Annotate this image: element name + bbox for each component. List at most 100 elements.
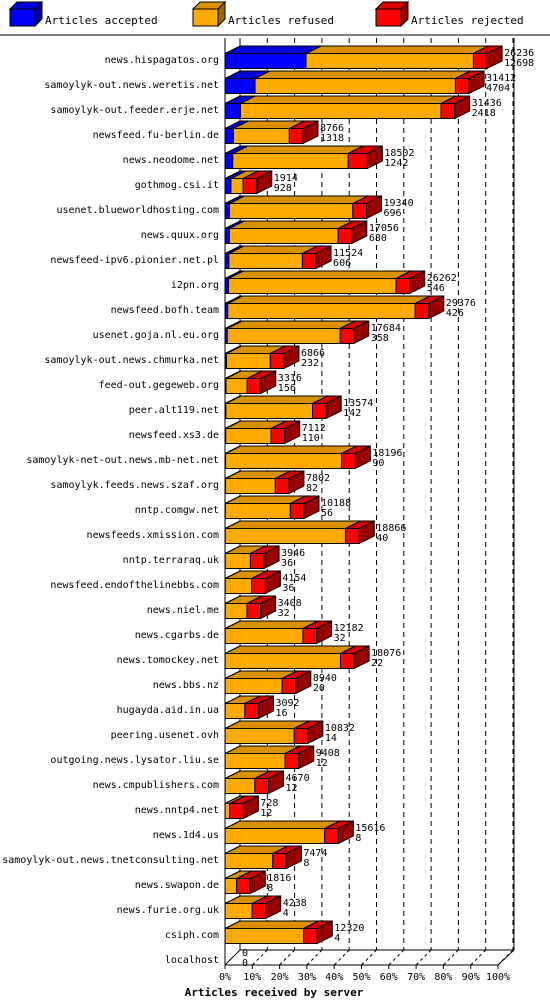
category-label: news.cmpublishers.com: [93, 780, 219, 791]
bar-rejected: [229, 803, 244, 819]
bar-group: [224, 695, 274, 720]
bar-refused: [224, 653, 341, 669]
accepted-label: 40: [376, 533, 388, 544]
bar-refused-top: [224, 920, 319, 929]
bar-group: [224, 145, 383, 170]
accepted-label: 20: [313, 683, 325, 694]
category-label: nntp.terraraq.uk: [123, 555, 219, 566]
accepted-label: 82: [306, 483, 318, 494]
category-label: news.niel.me: [147, 605, 219, 616]
accepted-label: 680: [369, 233, 387, 244]
offered-label: 19340: [383, 198, 413, 209]
category-label: news.neodome.net: [123, 155, 219, 166]
category-label: news.quux.org: [141, 230, 219, 241]
legend-item: Articles refused: [191, 0, 334, 28]
bar-end: [298, 745, 315, 770]
bar-group: [224, 520, 375, 545]
bar-refused-top: [224, 620, 319, 629]
offered-label: 11524: [333, 248, 363, 259]
bar-refused: [228, 203, 354, 219]
accepted-label: 1242: [384, 158, 408, 169]
bar-rejected: [414, 303, 430, 319]
bar-end: [307, 720, 324, 745]
bar-refused: [224, 928, 305, 944]
bar-end: [256, 170, 273, 195]
offered-label: 13574: [343, 398, 373, 409]
accepted-label: 156: [278, 383, 296, 394]
accepted-label: 1318: [320, 133, 344, 144]
accepted-label: 928: [274, 183, 292, 194]
accepted-label: 56: [321, 508, 333, 519]
bar-end: [260, 370, 277, 395]
bar-rejected: [339, 653, 355, 669]
bar-refused-top: [240, 95, 457, 104]
offered-label: 4154: [282, 573, 306, 584]
bar-rejected: [249, 553, 265, 569]
bar-refused: [224, 678, 283, 694]
bar-refused: [230, 178, 244, 194]
legend-label: Articles accepted: [45, 14, 158, 27]
bar-end: [285, 845, 302, 870]
bar-rejected: [345, 528, 360, 544]
bar-refused: [224, 853, 274, 869]
bars: [224, 45, 503, 945]
bar-end: [249, 870, 266, 895]
bar-end: [358, 520, 375, 545]
accepted-label: 14: [325, 733, 337, 744]
category-label: outgoing.news.lysator.liu.se: [50, 755, 219, 766]
bar-refused: [239, 103, 442, 119]
bar-refused-top: [229, 220, 354, 229]
offered-label: 7112: [302, 423, 326, 434]
bar-refused: [224, 603, 248, 619]
bar-refused: [254, 78, 456, 94]
bar-refused: [224, 578, 253, 594]
accepted-label: 358: [371, 333, 389, 344]
bar-refused-top: [224, 820, 340, 829]
bar-rejected: [440, 103, 456, 119]
bar-rejected: [269, 353, 285, 369]
bar-end: [353, 645, 370, 670]
bar-refused: [224, 728, 295, 744]
bar-group: [224, 395, 342, 420]
bar-end: [295, 670, 312, 695]
accepted-label: 22: [371, 658, 383, 669]
x-tick-label: 100%: [486, 972, 510, 983]
accepted-label: 606: [333, 258, 351, 269]
offered-label: 0: [242, 948, 248, 959]
offered-label: 8766: [320, 123, 344, 134]
category-label: newsfeeds.xmission.com: [87, 530, 219, 541]
bar-refused-top: [225, 395, 328, 404]
bar-end: [366, 145, 383, 170]
bar-end: [365, 195, 382, 220]
bar-refused: [225, 453, 343, 469]
category-label: news.hispagatos.org: [105, 55, 219, 66]
bar-end: [353, 320, 370, 345]
bar-group: [224, 720, 324, 745]
bar-group: [224, 870, 266, 895]
bar-refused: [225, 378, 248, 394]
bar-end: [302, 120, 319, 145]
bar-group: [224, 120, 319, 145]
bar-end: [265, 895, 282, 920]
floor-right-edge: [497, 949, 515, 966]
bar-end: [260, 595, 277, 620]
accepted-label: 4704: [486, 83, 510, 94]
bar-rejected: [242, 178, 258, 194]
bar-refused: [305, 53, 474, 69]
category-label: news.furie.org.uk: [117, 905, 219, 916]
accepted-label: 90: [372, 458, 384, 469]
bar-refused: [228, 253, 303, 269]
category-label: news.1d4.us: [153, 830, 219, 841]
bar-end: [316, 920, 333, 945]
x-axis-title: Articles received by server: [185, 986, 364, 999]
offered-label: 4238: [283, 898, 307, 909]
bar-rejected: [324, 828, 339, 844]
bar-group: [224, 670, 312, 695]
offered-label: 18502: [384, 148, 414, 159]
bar-refused: [224, 703, 246, 719]
category-label: news.swapon.de: [135, 880, 219, 891]
accepted-label: 36: [281, 558, 293, 569]
offered-label: 7802: [306, 473, 330, 484]
bar-refused: [232, 128, 290, 144]
